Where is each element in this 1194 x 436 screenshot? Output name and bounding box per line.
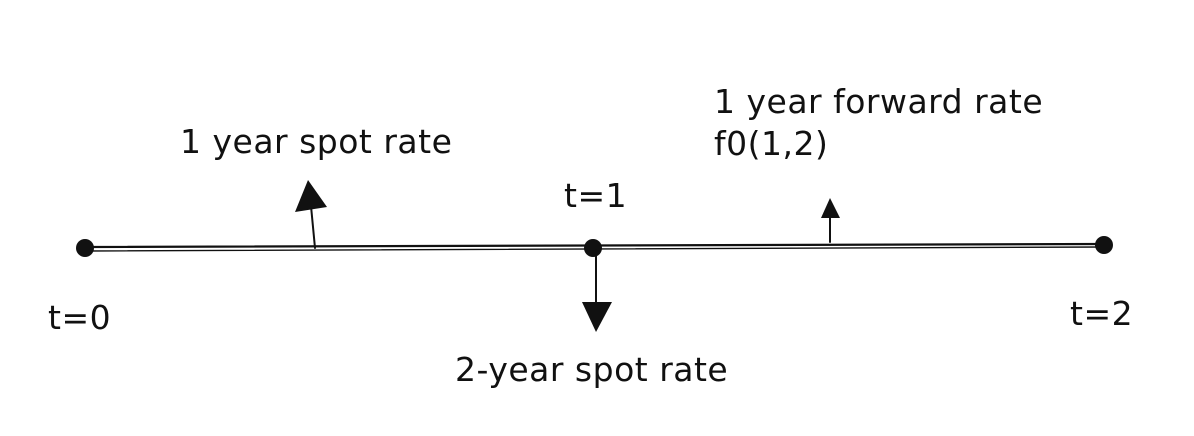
one-year-spot-arrow-head <box>295 180 327 212</box>
timeline-label-t1: t=1 <box>564 176 628 215</box>
timeline-label-t0: t=0 <box>48 298 112 337</box>
forward-rate-notation: f0(1,2) <box>714 124 829 163</box>
timeline-node-t1 <box>584 239 602 257</box>
timeline-label-t2: t=2 <box>1070 294 1134 333</box>
one-year-spot-rate-label: 1 year spot rate <box>180 122 453 161</box>
timeline-node-t2 <box>1095 236 1113 254</box>
timeline-node-t0 <box>76 239 94 257</box>
forward-rate-arrow-head <box>821 198 840 218</box>
one-year-spot-arrow-shaft <box>310 205 316 249</box>
two-year-spot-rate-label: 2-year spot rate <box>455 350 729 389</box>
two-year-spot-arrow-head <box>582 302 612 332</box>
forward-rate-label: 1 year forward rate <box>714 82 1044 121</box>
